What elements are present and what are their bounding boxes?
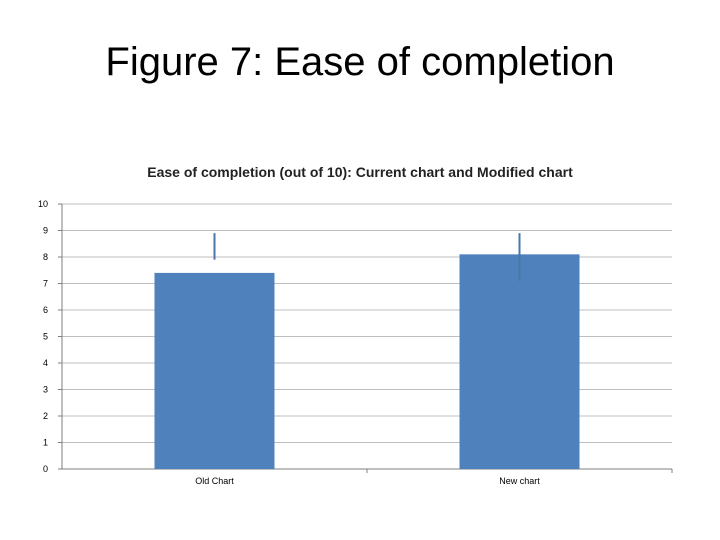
y-tick-label: 9	[43, 226, 48, 236]
chart-title: Ease of completion (out of 10): Current …	[147, 164, 573, 180]
y-tick-label: 7	[43, 279, 48, 289]
x-tick-label: Old Chart	[195, 476, 234, 486]
y-tick-label: 8	[43, 252, 48, 262]
y-tick-label: 0	[43, 464, 48, 474]
y-tick-label: 5	[43, 332, 48, 342]
y-tick-label: 4	[43, 358, 48, 368]
y-tick-label: 10	[38, 199, 48, 209]
x-tick-label: New chart	[499, 476, 540, 486]
y-tick-label: 2	[43, 411, 48, 421]
y-tick-label: 1	[43, 438, 48, 448]
bar	[459, 254, 580, 469]
y-tick-label: 3	[43, 385, 48, 395]
y-tick-label: 6	[43, 305, 48, 315]
slide-title: Figure 7: Ease of completion	[105, 40, 615, 84]
bar	[154, 272, 275, 469]
